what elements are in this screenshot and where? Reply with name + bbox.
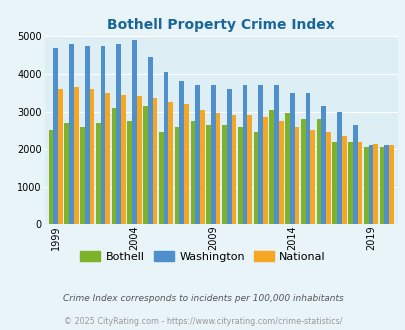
Bar <box>253 132 258 224</box>
Bar <box>206 125 211 224</box>
Bar <box>69 44 74 224</box>
Bar <box>163 72 168 224</box>
Bar <box>388 146 393 224</box>
Bar <box>332 142 336 224</box>
Bar <box>300 119 305 224</box>
Bar <box>262 117 267 224</box>
Bar <box>64 123 69 224</box>
Bar <box>143 106 147 224</box>
Bar <box>127 121 132 224</box>
Bar <box>174 127 179 224</box>
Bar <box>316 119 321 224</box>
Bar <box>105 93 110 224</box>
Bar <box>200 110 204 224</box>
Bar <box>321 106 325 224</box>
Bar <box>132 40 136 224</box>
Bar <box>347 142 352 224</box>
Title: Bothell Property Crime Index: Bothell Property Crime Index <box>107 18 334 32</box>
Text: Crime Index corresponds to incidents per 100,000 inhabitants: Crime Index corresponds to incidents per… <box>62 294 343 303</box>
Bar <box>273 85 278 224</box>
Bar <box>96 123 100 224</box>
Bar <box>90 89 94 224</box>
Bar <box>242 85 247 224</box>
Bar <box>85 46 90 224</box>
Bar <box>116 44 121 224</box>
Bar <box>379 147 384 224</box>
Bar <box>74 87 79 224</box>
Bar <box>215 114 220 224</box>
Bar <box>278 121 283 224</box>
Bar <box>247 115 252 224</box>
Bar <box>49 130 53 224</box>
Legend: Bothell, Washington, National: Bothell, Washington, National <box>75 247 330 267</box>
Bar <box>336 112 341 224</box>
Bar <box>179 82 184 224</box>
Bar <box>384 146 388 224</box>
Bar <box>195 85 200 224</box>
Bar <box>53 48 58 224</box>
Bar <box>309 130 314 224</box>
Bar <box>58 89 63 224</box>
Bar <box>226 89 231 224</box>
Bar <box>373 144 377 224</box>
Bar <box>184 104 188 224</box>
Bar <box>136 96 141 224</box>
Bar <box>168 102 173 224</box>
Bar <box>222 125 226 224</box>
Bar <box>111 108 116 224</box>
Bar <box>368 146 373 224</box>
Bar <box>341 136 346 224</box>
Bar <box>121 95 126 224</box>
Bar <box>305 93 309 224</box>
Bar <box>284 114 289 224</box>
Bar <box>289 93 294 224</box>
Bar <box>269 110 273 224</box>
Bar <box>190 121 195 224</box>
Bar <box>325 132 330 224</box>
Bar <box>147 57 152 224</box>
Bar <box>363 147 368 224</box>
Bar <box>211 85 215 224</box>
Bar <box>352 125 357 224</box>
Bar <box>159 132 163 224</box>
Bar <box>231 115 236 224</box>
Bar <box>152 98 157 224</box>
Bar <box>237 127 242 224</box>
Bar <box>100 46 105 224</box>
Bar <box>258 85 262 224</box>
Bar <box>80 127 85 224</box>
Bar <box>294 127 298 224</box>
Text: © 2025 CityRating.com - https://www.cityrating.com/crime-statistics/: © 2025 CityRating.com - https://www.city… <box>64 317 341 326</box>
Bar <box>357 142 362 224</box>
